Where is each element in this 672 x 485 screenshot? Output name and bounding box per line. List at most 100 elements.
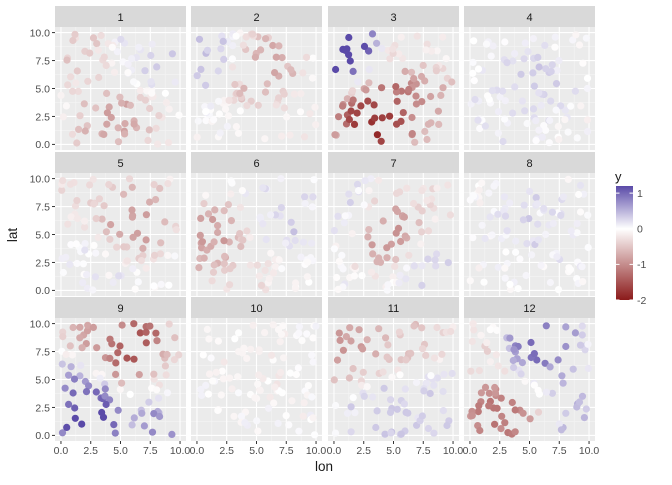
data-point [418,98,426,106]
data-point [554,356,562,364]
data-point [415,219,423,227]
data-point [419,345,427,353]
data-point [276,338,284,346]
data-point [251,53,259,61]
data-point [231,335,239,343]
data-point [553,253,561,261]
data-point [61,384,69,392]
data-point [339,102,347,110]
point-group [195,175,318,294]
data-point [146,198,154,206]
data-point [240,84,248,92]
data-point [569,36,577,44]
data-point [557,102,565,110]
data-point [114,138,123,146]
y-tick-label: 2.5 [35,111,50,123]
y-tick-label: 7.5 [35,201,50,213]
facet-strip-label: 10 [250,303,262,315]
data-point [584,364,593,372]
data-point [247,97,255,105]
data-point [78,344,86,352]
data-point [84,321,92,329]
data-point [175,351,183,359]
data-point [571,329,580,337]
data-point [130,120,138,128]
data-point [576,341,585,349]
data-point [346,324,354,332]
data-point [256,386,264,395]
data-point [579,59,587,67]
data-point [136,86,144,95]
data-point [498,412,506,420]
data-point [92,369,100,377]
data-point [214,228,222,237]
data-point [69,87,77,95]
data-point [198,391,206,400]
y-tick-label: 0.0 [35,139,50,151]
data-point [128,206,136,214]
data-point [526,415,534,423]
data-point [221,105,230,113]
data-point [486,326,494,334]
data-point [81,240,89,248]
data-point [548,61,556,69]
data-point [503,59,511,67]
data-point [150,410,158,418]
data-point [555,57,563,65]
data-point [552,106,560,114]
data-point [216,129,224,137]
facet-strip [191,297,322,318]
data-point [370,101,378,109]
data-point [84,77,92,85]
data-point [81,127,89,135]
data-point [264,260,272,268]
data-point [303,330,311,338]
data-point [162,371,170,379]
data-point [153,337,161,345]
legend-title: y [615,169,622,184]
data-point [423,196,431,205]
data-point [523,240,531,248]
data-point [345,33,353,42]
data-point [575,398,584,406]
data-point [485,189,493,197]
data-point [209,377,217,385]
x-tick-label: 2.5 [492,445,507,457]
facet-panel-8: 8 [464,152,595,296]
data-point [76,323,84,331]
data-point [117,35,125,43]
data-point [229,42,237,50]
data-point [230,412,238,420]
data-point [383,244,391,252]
data-point [65,371,73,379]
data-point [542,322,550,330]
data-point [494,263,502,271]
data-point [219,375,227,383]
data-point [288,397,296,405]
data-point [211,206,219,214]
data-point [109,278,117,287]
data-point [475,367,483,375]
data-point [102,228,110,236]
data-point [542,388,551,396]
data-point [297,90,305,98]
data-point [547,97,555,105]
data-point [529,69,537,77]
data-point [62,253,70,261]
data-point [73,259,81,268]
data-point [295,329,303,337]
data-point [411,138,419,146]
data-point [259,220,267,228]
data-point [72,240,80,248]
data-point [424,227,433,235]
data-point [214,67,222,75]
facet-strip-label: 7 [390,158,396,170]
data-point [99,413,108,421]
data-point [82,388,91,396]
data-point [157,280,165,288]
data-point [431,215,439,223]
data-point [567,227,575,235]
data-point [564,128,572,136]
data-point [246,233,254,241]
data-point [518,359,527,367]
